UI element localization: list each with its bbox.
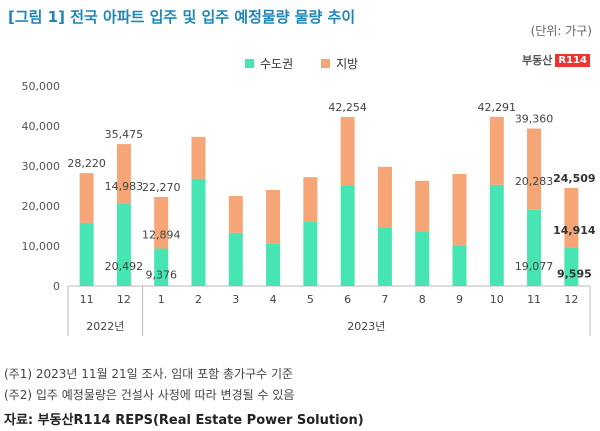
metro-value-label: 9,376 — [145, 268, 177, 281]
bar-metro — [266, 243, 281, 286]
metro-value-label: 9,595 — [557, 268, 592, 281]
x-tick-label: 5 — [307, 293, 314, 306]
x-tick-label: 3 — [232, 293, 239, 306]
bar-local — [340, 116, 355, 186]
legend-label: 수도권 — [260, 57, 294, 71]
legend: 수도권 지방 — [245, 55, 358, 72]
y-tick-label: 0 — [53, 280, 60, 293]
bar-local — [527, 128, 542, 210]
unit-label: (단위: 가구) — [530, 24, 592, 38]
legend-swatch-metro — [245, 59, 254, 68]
local-value-label: 20,283 — [515, 175, 554, 188]
legend-item-metro: 수도권 — [245, 55, 293, 72]
bar-local — [266, 190, 281, 244]
total-label: 28,220 — [67, 157, 106, 170]
bar-metro — [415, 232, 430, 286]
bar-local — [303, 177, 318, 222]
x-tick-label: 12 — [564, 293, 578, 306]
x-tick-label: 12 — [117, 293, 131, 306]
x-tick-label: 2 — [195, 293, 202, 306]
year-group-label: 2023년 — [347, 320, 385, 333]
x-tick-label: 11 — [527, 293, 541, 306]
x-tick-label: 11 — [80, 293, 94, 306]
bar-local — [377, 166, 392, 228]
logo: 부동산 R114 — [522, 52, 590, 68]
bar-local — [452, 174, 467, 246]
total-label: 35,475 — [105, 128, 144, 141]
bar-metro — [228, 232, 243, 286]
legend-label: 지방 — [336, 57, 359, 71]
bar-metro — [527, 209, 542, 286]
metro-value-label: 19,077 — [515, 260, 554, 273]
bar-metro — [377, 227, 392, 286]
y-tick-label: 20,000 — [22, 200, 61, 213]
bar-metro — [191, 178, 206, 286]
note-2: (주2) 입주 예정물량은 건설사 사정에 따라 변경될 수 있음 — [4, 388, 295, 402]
year-group-label: 2022년 — [86, 320, 124, 333]
bar-local — [228, 196, 243, 233]
bar-local — [116, 144, 131, 205]
y-tick-label: 10,000 — [22, 240, 61, 253]
bar-metro — [154, 248, 169, 286]
bar-metro — [489, 184, 504, 286]
x-tick-label: 10 — [490, 293, 504, 306]
x-tick-label: 9 — [456, 293, 463, 306]
x-tick-label: 7 — [381, 293, 388, 306]
x-tick-label: 4 — [270, 293, 277, 306]
bar-metro — [303, 222, 318, 286]
chart-title: [그림 1] 전국 아파트 입주 및 입주 예정물량 물량 추이 — [8, 8, 356, 26]
bar-local — [489, 116, 504, 185]
bar-local — [564, 187, 579, 248]
bar-metro — [79, 222, 94, 286]
total-label: 42,254 — [328, 101, 367, 114]
bar-metro — [340, 186, 355, 286]
bar-local — [154, 196, 169, 249]
source: 자료: 부동산R114 REPS(Real Estate Power Solut… — [4, 413, 364, 428]
y-tick-label: 50,000 — [22, 80, 61, 93]
bar-metro — [452, 246, 467, 286]
note-1: (주1) 2023년 11월 21일 조사. 임대 포함 총가구수 기준 — [4, 367, 294, 381]
x-tick-label: 1 — [158, 293, 165, 306]
legend-item-local: 지방 — [321, 55, 358, 72]
local-value-label: 14,983 — [105, 180, 144, 193]
x-tick-label: 6 — [344, 293, 351, 306]
metro-value-label: 20,492 — [105, 260, 144, 273]
total-label: 39,360 — [515, 113, 554, 126]
total-label: 24,509 — [553, 172, 595, 185]
bar-metro — [116, 204, 131, 286]
local-value-label: 12,894 — [142, 229, 181, 242]
legend-swatch-local — [321, 59, 331, 68]
total-label: 42,291 — [478, 101, 517, 114]
bar-local — [415, 180, 430, 232]
total-label: 22,270 — [142, 181, 181, 194]
bar-local — [79, 173, 94, 223]
bar-metro — [564, 247, 579, 286]
local-value-label: 14,914 — [553, 224, 596, 237]
x-tick-label: 8 — [419, 293, 426, 306]
y-tick-label: 40,000 — [22, 120, 61, 133]
y-tick-label: 30,000 — [22, 160, 61, 173]
bar-local — [191, 136, 206, 179]
